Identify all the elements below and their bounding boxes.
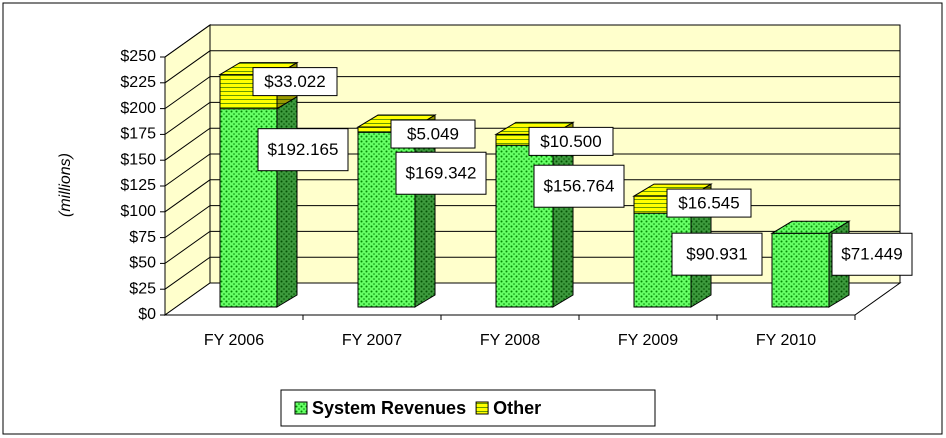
y-tick-label: $75	[129, 229, 156, 246]
value-label: $16.545	[678, 194, 739, 213]
grid-line	[164, 179, 900, 213]
bar	[771, 232, 830, 308]
legend-swatch	[475, 401, 489, 415]
value-label: $10.500	[540, 132, 601, 151]
grid-line	[164, 153, 900, 187]
y-tick-label: $25	[129, 280, 156, 297]
y-axis-label: (millions)	[57, 153, 74, 217]
x-tick-label: FY 2006	[204, 332, 264, 349]
y-tick-label: $100	[120, 203, 156, 220]
y-tick-label: $150	[120, 151, 156, 168]
x-tick-label: FY 2007	[342, 332, 402, 349]
bar	[633, 212, 692, 308]
x-tick-label: FY 2010	[756, 332, 816, 349]
value-label-box	[831, 232, 913, 276]
value-label: $192.165	[268, 140, 339, 159]
value-label-box	[395, 151, 487, 195]
bar-top	[770, 220, 851, 234]
value-label-box	[666, 188, 752, 218]
x-tick-label: FY 2008	[480, 332, 540, 349]
y-tick-label: $50	[129, 255, 156, 272]
value-label-box	[257, 128, 349, 172]
legend-swatch	[294, 401, 308, 415]
value-label-box	[533, 164, 625, 208]
legend-label: Other	[493, 398, 541, 418]
grid-line	[164, 50, 900, 84]
value-label-box	[390, 119, 476, 149]
value-label: $169.342	[406, 164, 477, 183]
grid-line	[164, 76, 900, 110]
value-label-box	[528, 126, 614, 156]
y-tick-label: $0	[138, 306, 156, 323]
y-tick-label: $175	[120, 126, 156, 143]
grid-line	[164, 24, 900, 58]
grid-line	[164, 127, 900, 161]
value-label: $33.022	[264, 72, 325, 91]
legend-label: System Revenues	[312, 398, 466, 418]
legend-box	[280, 389, 656, 427]
y-tick-label: $200	[120, 100, 156, 117]
value-label-box	[252, 67, 338, 97]
grid-line	[164, 101, 900, 135]
value-label: $5.049	[407, 125, 459, 144]
value-label-box	[671, 232, 763, 276]
y-tick-label: $225	[120, 74, 156, 91]
y-tick-label: $250	[120, 48, 156, 65]
value-label: $156.764	[544, 177, 615, 196]
y-tick-label: $125	[120, 177, 156, 194]
value-label: $71.449	[841, 245, 902, 264]
x-tick-label: FY 2009	[618, 332, 678, 349]
value-label: $90.931	[686, 245, 747, 264]
bar-side	[552, 132, 574, 308]
